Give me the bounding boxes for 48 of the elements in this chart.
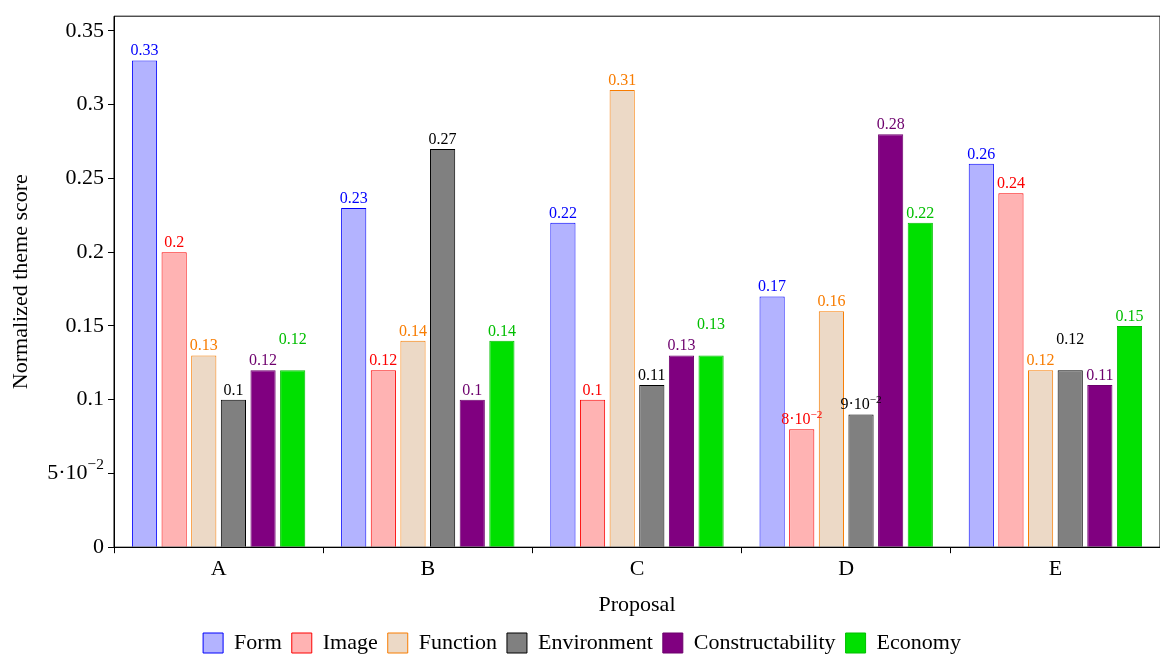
y-tick-label: 0.25 — [65, 164, 104, 190]
data-label: 0.13 — [667, 336, 696, 354]
y-tick-label: 0.15 — [65, 311, 104, 337]
legend-label: Economy — [876, 628, 961, 654]
legend-label: Environment — [537, 628, 653, 654]
x-tick-label: A — [210, 555, 227, 581]
data-label: 0.1 — [582, 380, 603, 398]
data-label: 0.11 — [638, 365, 666, 383]
x-tick-label: D — [838, 555, 855, 581]
legend-label: Function — [418, 628, 497, 654]
y-tick-label: 0.35 — [65, 16, 104, 42]
data-label: 0.12 — [278, 330, 307, 348]
data-label: 0.2 — [164, 233, 185, 251]
data-label: 0.13 — [697, 315, 726, 333]
data-label: 0.22 — [906, 203, 935, 221]
data-label: 0.13 — [189, 336, 218, 354]
data-label: 0.12 — [369, 351, 398, 369]
data-label: 0.17 — [758, 277, 787, 295]
x-tick-label: E — [1048, 555, 1063, 581]
data-label: 0.1 — [223, 380, 244, 398]
data-label: 0.26 — [967, 144, 996, 162]
data-label: 0.12 — [1026, 351, 1055, 369]
data-label: 0.14 — [398, 321, 427, 339]
legend-label: Image — [322, 628, 378, 654]
legend-label: Form — [234, 628, 282, 654]
x-tick-label: B — [420, 555, 436, 581]
y-tick-label: 0.3 — [76, 90, 104, 116]
data-label: 0.27 — [428, 129, 457, 147]
legend-label: Constructability — [693, 628, 836, 654]
data-label: 0.15 — [1115, 306, 1144, 324]
data-label: 0.24 — [996, 174, 1025, 192]
data-label: 0.23 — [339, 188, 368, 206]
x-axis-title: Proposal — [598, 590, 676, 616]
data-label: 0.14 — [487, 321, 516, 339]
y-axis-title: Normalized theme score — [6, 174, 32, 390]
y-tick-label: 0 — [93, 532, 104, 558]
data-label: 0.33 — [130, 41, 159, 59]
data-label: 0.31 — [608, 70, 637, 88]
data-label: 0.12 — [1056, 330, 1085, 348]
data-label: 0.12 — [249, 351, 278, 369]
data-label: 0.22 — [548, 203, 577, 221]
y-tick-label: 0.1 — [76, 385, 104, 411]
data-label: 0.1 — [462, 380, 483, 398]
x-tick-label: C — [629, 555, 645, 581]
data-label: 0.11 — [1086, 365, 1114, 383]
data-label: 0.28 — [876, 115, 905, 133]
y-tick-label: 0.2 — [76, 237, 104, 263]
data-label: 0.16 — [817, 292, 846, 310]
